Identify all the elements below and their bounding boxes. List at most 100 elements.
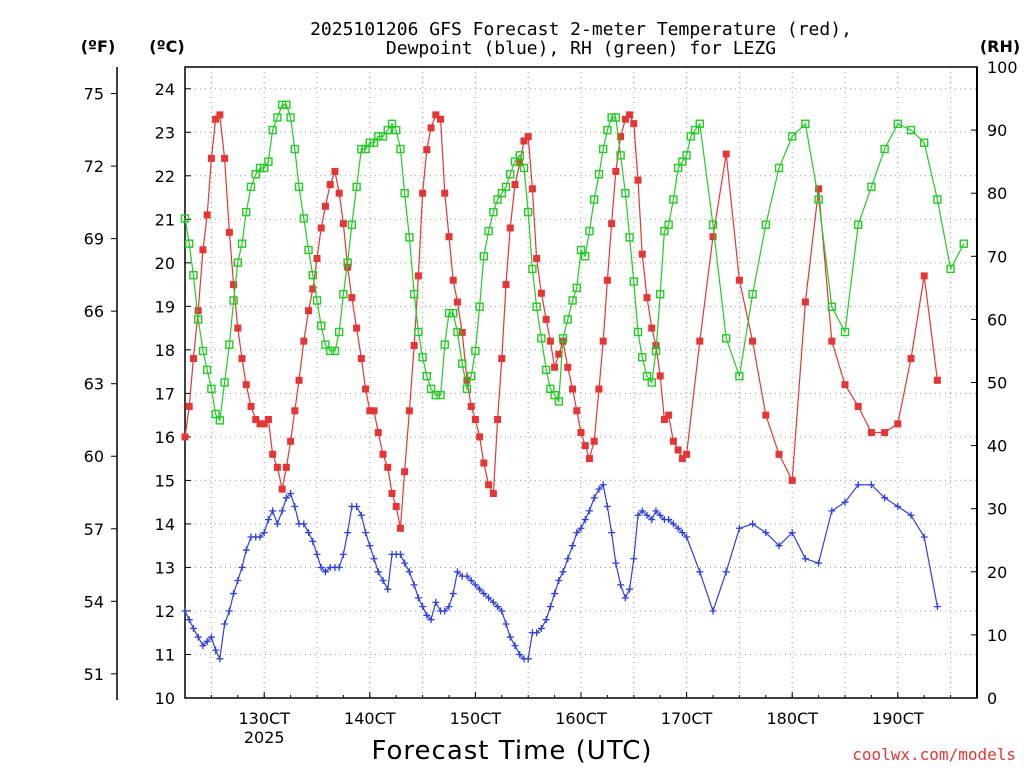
dewpoint-point [585, 507, 593, 515]
rh-point [352, 182, 361, 192]
rh-point [471, 346, 480, 356]
temperature-point [207, 154, 215, 162]
temperature-point [287, 437, 295, 445]
rh-point [273, 113, 282, 122]
dewpoint-point [414, 594, 422, 602]
temperature-point [216, 111, 224, 119]
temperature-point [480, 459, 488, 467]
dewpoint-point [564, 555, 572, 563]
temperature-point [388, 489, 396, 497]
dewpoint-point [617, 581, 625, 589]
fahrenheit-tick-label: 63 [84, 375, 104, 394]
dewpoint-point [894, 503, 902, 511]
temperature-point [722, 150, 730, 158]
temperature-point [854, 402, 862, 410]
grid-lines [185, 67, 977, 699]
dewpoint-point [238, 563, 246, 571]
dewpoint-point [590, 494, 598, 502]
dewpoint-point [427, 616, 435, 624]
rh-point [479, 252, 489, 261]
temperature-point [230, 281, 238, 289]
rh-point [484, 226, 493, 236]
dewpoint-point [511, 642, 519, 650]
rh-point [449, 308, 458, 318]
series-dewpoint [181, 481, 941, 663]
chart-axes [111, 66, 978, 700]
x-tick-label: 160CT [555, 709, 607, 728]
temperature-point [185, 402, 193, 410]
temperature-point [595, 385, 603, 393]
temperature-point [696, 337, 704, 345]
series-rh [180, 100, 968, 425]
rh-point [462, 384, 472, 394]
dewpoint-point [933, 603, 941, 611]
temperature-point [502, 281, 510, 289]
temperature-point [678, 455, 686, 463]
dewpoint-point [212, 646, 220, 654]
temperature-point [396, 524, 404, 532]
dewpoint-point [287, 489, 295, 497]
dewpoint-point [881, 494, 889, 502]
dewpoint-point [480, 590, 488, 598]
temperature-point [256, 420, 264, 428]
x-tick-label: 170CT [661, 709, 713, 728]
celsius-tick-label: 22 [155, 167, 175, 186]
temperature-point [295, 376, 303, 384]
rh-tick-label: 70 [987, 247, 1007, 266]
rh-point [255, 163, 265, 173]
rh-point [576, 245, 586, 255]
rh-point [229, 296, 238, 305]
dewpoint-point [815, 559, 823, 567]
rh-point [590, 195, 599, 204]
celsius-tick-label: 24 [155, 80, 175, 99]
rh-point [598, 144, 608, 154]
rh-point [532, 302, 541, 311]
dewpoint-point [749, 520, 757, 528]
rh-point [347, 220, 357, 229]
temperature-point [348, 294, 356, 302]
dewpoint-point [269, 507, 277, 515]
temperature-line [184, 113, 938, 529]
dewpoint-point [801, 555, 809, 563]
dewpoint-point [643, 511, 651, 519]
rh-point [185, 239, 194, 248]
credit-label[interactable]: coolwx.com/models [852, 745, 1016, 764]
temperature-point [564, 363, 572, 371]
rh-point [558, 334, 568, 343]
temperature-point [414, 272, 422, 280]
dewpoint-point [432, 598, 440, 606]
rh-point [563, 315, 572, 324]
temperature-point [309, 285, 317, 293]
temperature-point [326, 180, 334, 188]
rh-point [431, 390, 440, 400]
celsius-tick-label: 21 [155, 210, 175, 229]
dewpoint-point [638, 507, 646, 515]
temperature-point [577, 429, 585, 437]
celsius-tick-label: 13 [155, 558, 175, 577]
rh-point [880, 144, 889, 154]
temperature-point [634, 176, 642, 184]
dewpoint-point [630, 555, 638, 563]
rh-line [184, 104, 965, 423]
temperature-point [242, 381, 250, 389]
rh-point [304, 245, 313, 255]
rh-point [400, 188, 409, 198]
rh-tick-label: 80 [987, 184, 1007, 203]
celsius-unit-label: (ºC) [149, 37, 184, 56]
dewpoint-point [225, 607, 233, 615]
temperature-point [264, 415, 272, 423]
temperature-point [278, 485, 286, 493]
rh-point [625, 233, 634, 242]
dewpoint-point [339, 550, 347, 558]
rh-point [690, 125, 700, 135]
rh-point [748, 289, 757, 299]
dewpoint-point [309, 537, 317, 545]
temperature-point [485, 481, 493, 489]
temperature-point [445, 233, 453, 241]
dewpoint-point [242, 546, 250, 554]
rh-point [290, 144, 300, 154]
fahrenheit-tick-label: 66 [84, 302, 104, 321]
rh-point [682, 151, 691, 160]
dewpoint-point [608, 529, 616, 537]
rh-point [251, 170, 260, 179]
